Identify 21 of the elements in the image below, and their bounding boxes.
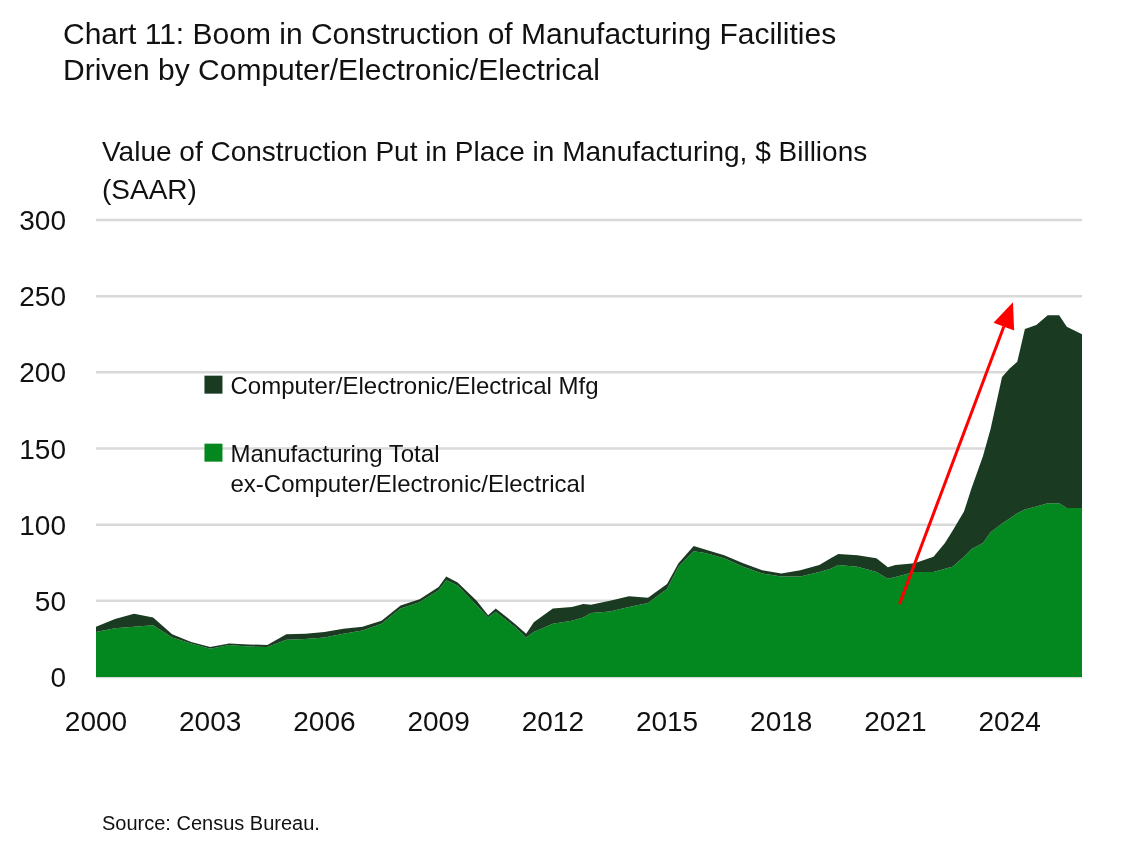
x-tick-label: 2000 xyxy=(64,706,128,737)
x-tick-label: 2012 xyxy=(521,706,584,737)
legend-label: Computer/Electronic/Electrical Mfg xyxy=(230,371,599,399)
x-tick-label: 2024 xyxy=(978,706,1041,737)
x-tick-label: 2003 xyxy=(179,706,242,737)
y-tick-label: 300 xyxy=(19,205,66,236)
y-tick-label: 0 xyxy=(50,662,66,693)
source-note: Source: Census Bureau. xyxy=(102,812,320,834)
y-tick-label: 150 xyxy=(19,433,66,465)
y-tick-label: 250 xyxy=(19,281,66,313)
y-tick-label: 100 xyxy=(19,509,66,541)
y-tick-label: 50 xyxy=(34,585,66,617)
x-tick-label: 2018 xyxy=(750,706,813,737)
x-tick-label: 2006 xyxy=(293,706,356,737)
x-tick-label: 2009 xyxy=(407,706,470,737)
x-tick-label: 2021 xyxy=(864,706,927,737)
y-tick-label: 200 xyxy=(19,357,66,389)
y-axis-title: Value of Construction Put in Place in Manufacturing, $ Billions (SAAR) xyxy=(102,136,868,205)
legend-label: Manufacturing Total ex-Computer/Electronic/Electrical xyxy=(230,439,586,497)
chart-title: Chart 11: Boom in Construction of Manufacturing Facilities Driven by Computer/Electronic/Electrical xyxy=(63,17,837,86)
x-tick-label: 2015 xyxy=(635,706,699,737)
